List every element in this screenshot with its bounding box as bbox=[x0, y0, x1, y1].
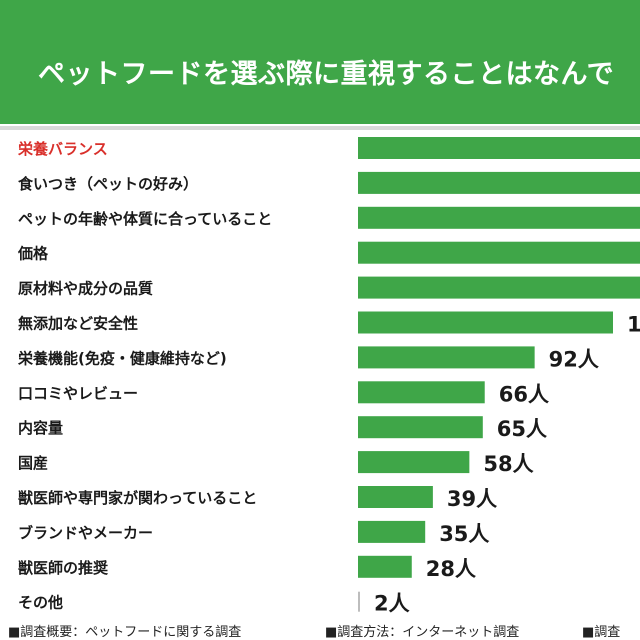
value-label: 35人 bbox=[439, 522, 489, 546]
value-label: 65人 bbox=[497, 417, 547, 441]
bar bbox=[358, 311, 613, 334]
value-label: 28人 bbox=[426, 557, 476, 581]
footer-item-overview: ■調査概要：ペットフードに関する調査 bbox=[8, 625, 242, 640]
category-label: 栄養機能(免疫・健康維持など) bbox=[17, 349, 227, 367]
chart-title: ペットフードを選ぶ際に重視することはなんで bbox=[38, 59, 615, 90]
bar bbox=[358, 591, 360, 612]
bar bbox=[358, 555, 412, 578]
footer-item-method: ■調査方法：インターネット調査 bbox=[325, 625, 520, 640]
bar bbox=[358, 346, 535, 369]
category-label: ブランドやメーカー bbox=[18, 524, 153, 542]
footer-item-extra: ■調査 bbox=[582, 625, 621, 640]
value-label: 58人 bbox=[483, 452, 533, 476]
divider bbox=[0, 126, 640, 130]
category-label: 食いつき（ペットの好み） bbox=[18, 175, 198, 193]
category-label: 無添加など安全性 bbox=[18, 315, 138, 333]
bar bbox=[358, 416, 483, 439]
category-label: 内容量 bbox=[18, 419, 63, 437]
value-label: 39人 bbox=[447, 487, 497, 511]
bar bbox=[358, 520, 426, 543]
bar bbox=[358, 381, 485, 404]
category-label: 獣医師や専門家が関わっていること bbox=[18, 489, 257, 507]
bar bbox=[358, 206, 640, 229]
category-label: 獣医師の推奨 bbox=[18, 559, 109, 577]
bar bbox=[358, 486, 433, 508]
category-label: 口コミやレビュー bbox=[18, 384, 138, 402]
survey-footer: ■調査概要：ペットフードに関する調査 ■調査方法：インターネット調査 ■調査 bbox=[0, 619, 640, 640]
category-label: 原材料や成分の品質 bbox=[18, 280, 153, 298]
bar bbox=[358, 137, 640, 159]
category-label: 栄養バランス bbox=[17, 140, 108, 158]
category-label: 国産 bbox=[18, 454, 48, 472]
bar bbox=[358, 241, 640, 264]
title-banner: ペットフードを選ぶ際に重視することはなんで bbox=[0, 0, 640, 124]
category-label: 価格 bbox=[17, 245, 49, 263]
value-label: 2人 bbox=[374, 592, 410, 616]
value-label: 66人 bbox=[499, 382, 549, 406]
value-label: 92人 bbox=[549, 347, 599, 371]
bar bbox=[358, 171, 640, 194]
bar bbox=[358, 451, 470, 474]
value-label: 1 bbox=[627, 313, 640, 337]
category-label: その他 bbox=[18, 594, 63, 612]
category-label: ペットの年齢や体質に合っていること bbox=[18, 210, 272, 228]
bar bbox=[358, 276, 640, 299]
